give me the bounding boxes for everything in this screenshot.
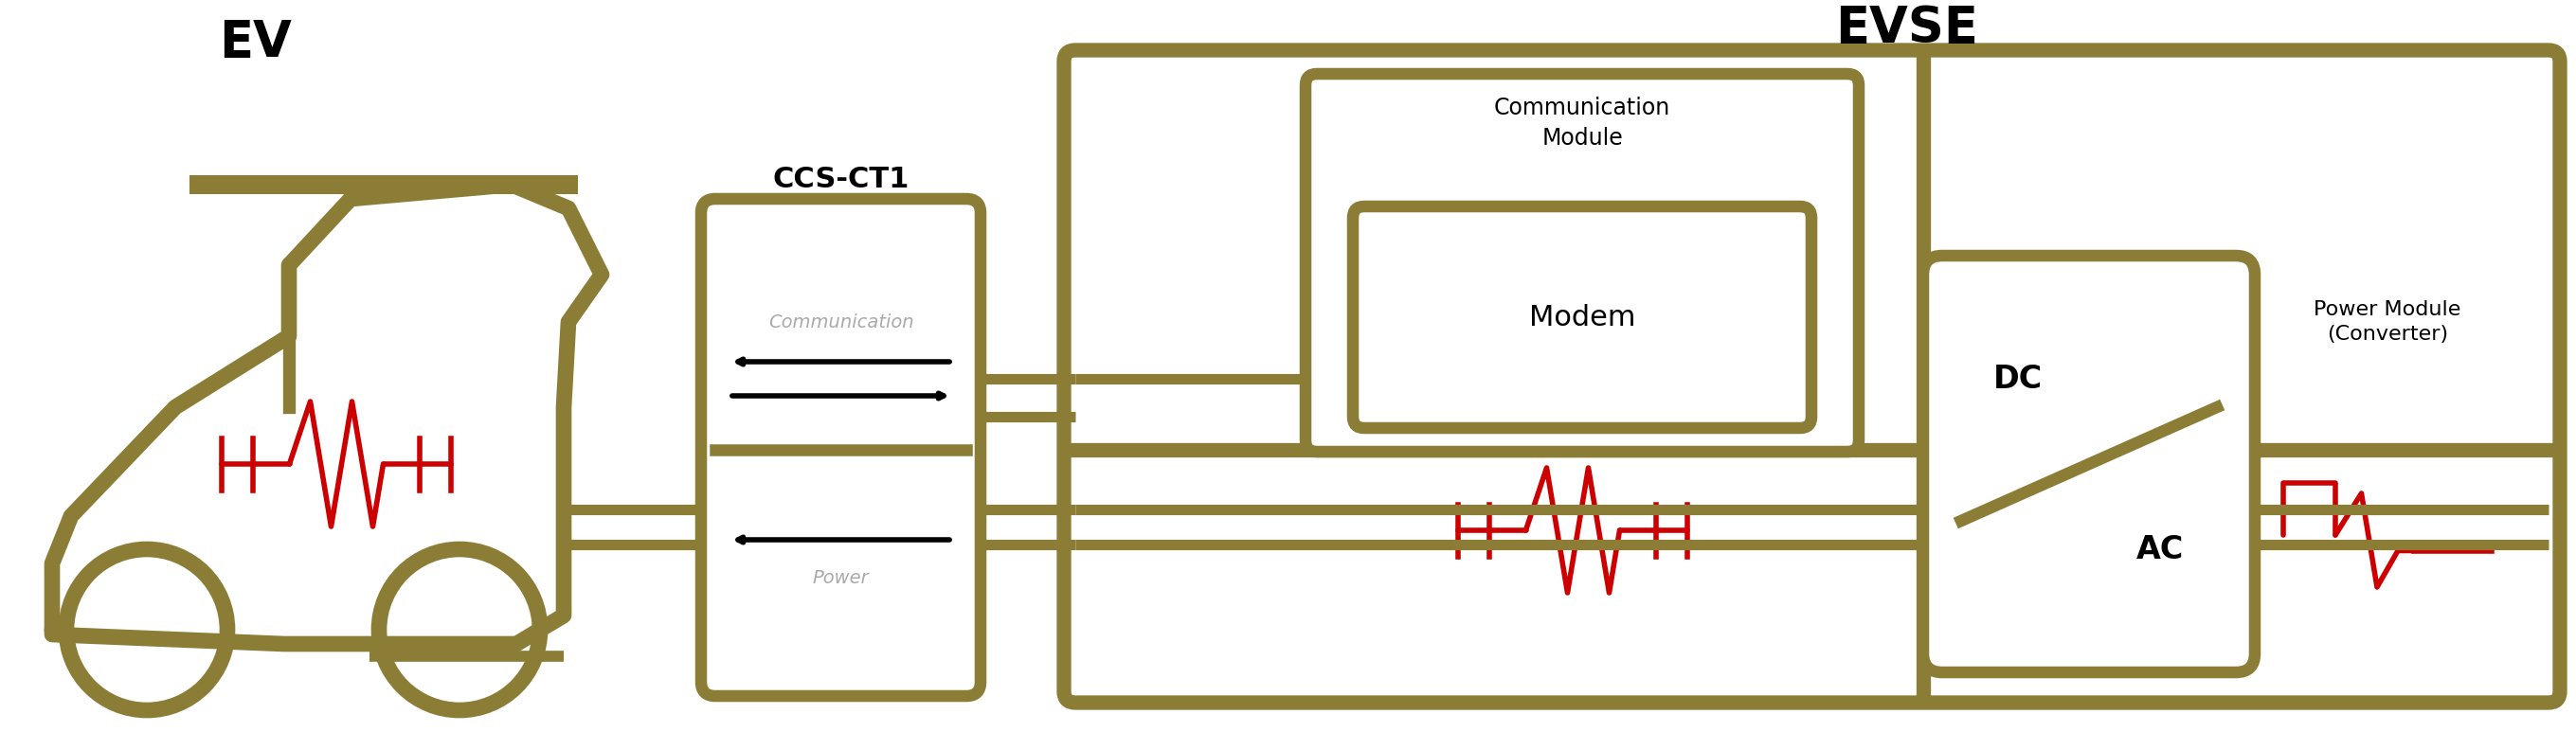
Text: CCS-CT1: CCS-CT1 — [773, 166, 909, 194]
FancyBboxPatch shape — [1924, 255, 2254, 672]
Text: EVSE: EVSE — [1834, 4, 1978, 53]
Text: Power Module
(Converter): Power Module (Converter) — [2313, 300, 2460, 344]
FancyBboxPatch shape — [1306, 74, 1860, 452]
Text: Communication: Communication — [768, 313, 914, 331]
Text: Modem: Modem — [1530, 304, 1636, 331]
Text: Communication
Module: Communication Module — [1494, 97, 1669, 149]
FancyBboxPatch shape — [1352, 206, 1811, 428]
Text: AC: AC — [2136, 534, 2184, 565]
Text: EV: EV — [219, 18, 291, 67]
Text: DC: DC — [1994, 363, 2043, 395]
Text: Power: Power — [811, 569, 868, 586]
FancyBboxPatch shape — [701, 199, 981, 696]
FancyBboxPatch shape — [1064, 51, 2561, 703]
